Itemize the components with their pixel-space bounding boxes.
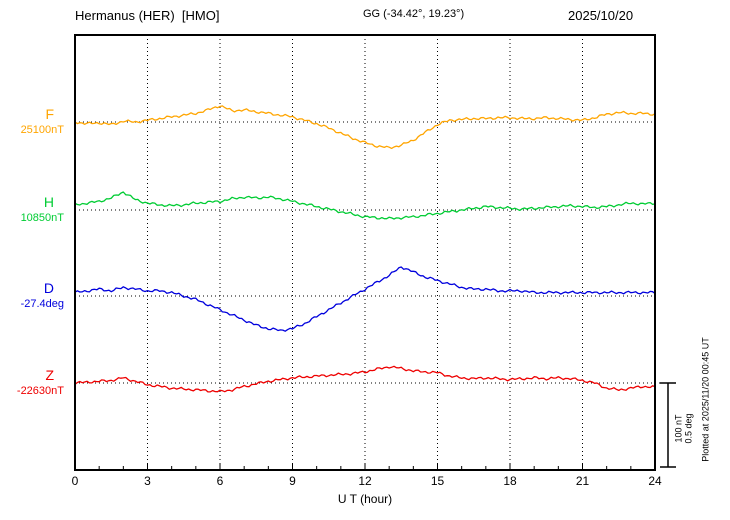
geographic-coordinates: GG (-34.42°, 19.23°): [363, 8, 465, 20]
x-tick-label: 3: [144, 474, 151, 488]
plotted-at-note: Plotted at 2025/11/20 00:45 UT: [700, 337, 711, 462]
trace-z: [74, 365, 656, 393]
plot-border: [74, 34, 656, 471]
series-label-z: Z: [45, 367, 54, 383]
x-tick-label: 15: [430, 474, 445, 488]
trace-h: [74, 191, 656, 220]
plot-date: 2025/10/20: [568, 8, 634, 23]
series-baseline-h: 10850nT: [20, 212, 64, 224]
x-tick-label: 0: [71, 474, 79, 488]
series-baseline-d: -27.4deg: [20, 298, 64, 310]
x-tick-label: 21: [575, 474, 590, 488]
x-tick-label: 24: [648, 474, 662, 488]
trace-d: [74, 266, 656, 332]
trace-f: [74, 105, 656, 150]
x-tick-label: 6: [216, 474, 224, 488]
x-tick-label: 9: [289, 474, 296, 488]
series-baseline-f: 25100nT: [20, 124, 64, 136]
scale-deg-label: 0.5 deg: [683, 413, 694, 444]
scale-nt-label: 100 nT: [673, 414, 684, 443]
series-baseline-z: -22630nT: [16, 385, 64, 397]
x-tick-label: 18: [503, 474, 517, 488]
x-axis-label: U T (hour): [337, 492, 393, 506]
scale-bar-labels: 100 nT 0.5 deg: [674, 406, 695, 452]
series-label-h: H: [43, 194, 54, 210]
x-tick-label: 12: [358, 474, 372, 488]
series-label-d: D: [43, 280, 54, 296]
series-label-f: F: [45, 106, 54, 122]
station-title: Hermanus (HER) [HMO]: [75, 8, 220, 23]
